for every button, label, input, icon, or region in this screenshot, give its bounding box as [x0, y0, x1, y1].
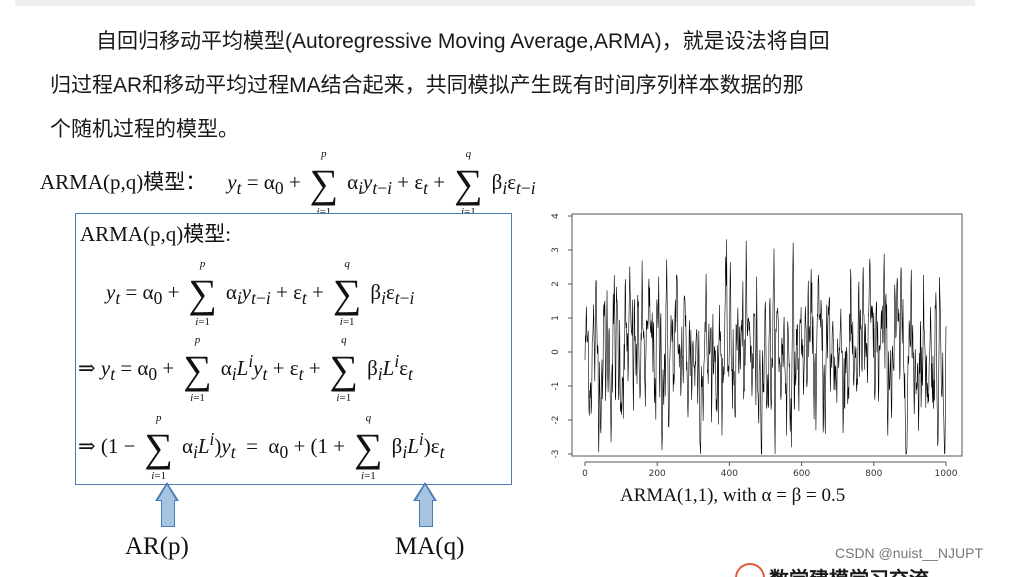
y-tick-label: 1 [551, 315, 561, 321]
paragraph-line-1: 自回归移动平均模型(Autoregressive Moving Average,… [96, 30, 830, 53]
paragraph-line-2: 归过程AR和移动平均过程MA结合起来，共同模拟产生既有时间序列样本数据的那 [50, 74, 804, 97]
sum-symbol: q ∑ i=1 [329, 334, 359, 404]
intro-paragraph: 自回归移动平均模型(Autoregressive Moving Average,… [50, 20, 930, 152]
csdn-watermark: CSDN @nuist__NJUPT [835, 545, 984, 561]
sum-symbol: q ∑ i=1 [454, 148, 483, 218]
y-tick-label: -1 [551, 382, 561, 391]
equation-2: ⇒ yt = α0 + p ∑ i=1 αiLiyt + εt + q ∑ i=1 βi… [78, 334, 413, 404]
y-tick-label: 2 [551, 281, 561, 287]
equation-3: ⇒ (1 − p ∑ i=1 αiLi)yt = α0 + (1 + q ∑ i=1 β… [78, 412, 445, 482]
footer-logo: 数学建模学习交流 [735, 563, 965, 577]
y-tick-label: 4 [551, 213, 561, 219]
logo-circle-icon [735, 563, 765, 577]
x-tick-label: 600 [793, 469, 810, 479]
x-tick-label: 800 [865, 469, 882, 479]
arma-formula-main: ARMA(p,q)模型： yt = α0 + p ∑ i=1 αiyt−i + εt… [40, 148, 536, 218]
y-tick-label: -2 [551, 416, 561, 425]
ma-up-arrow [413, 482, 437, 528]
x-tick-label: 200 [649, 469, 666, 479]
box-title: ARMA(p,q)模型: [80, 222, 232, 246]
y-axis: -3 -2 -1 0 1 2 3 4 [551, 213, 572, 459]
ma-label: MA(q) [395, 533, 465, 560]
sum-symbol: p ∑ i=1 [188, 258, 217, 328]
derivation-box: ARMA(p,q)模型: yt = α0 + p ∑ i=1 αiyt−i + εt… [75, 213, 512, 485]
chart-caption: ARMA(1,1), with α = β = 0.5 [620, 485, 846, 506]
sum-symbol: q ∑ i=1 [332, 258, 362, 328]
equation-1: yt = α0 + p ∑ i=1 αiyt−i + εt + q ∑ i=1 βiεt… [106, 258, 415, 328]
paragraph-line-3: 个随机过程的模型。 [50, 118, 239, 141]
footer-text: 数学建模学习交流 [769, 563, 929, 577]
y-tick-label: 3 [551, 247, 561, 253]
x-axis: 0 200 400 600 800 1000 [582, 461, 958, 479]
sum-symbol: p ∑ i=1 [309, 148, 339, 218]
sum-symbol: p ∑ i=1 [183, 334, 212, 404]
plot-frame [571, 213, 963, 457]
x-tick-label: 0 [582, 469, 588, 479]
arma-time-series-chart: -3 -2 -1 0 1 2 3 4 0 200 400 600 800 1000 [551, 213, 963, 479]
x-tick-label: 400 [721, 469, 738, 479]
sum-symbol: q ∑ i=1 [354, 412, 383, 482]
x-tick-label: 1000 [935, 469, 958, 479]
formula-main-label: ARMA(p,q)模型： [40, 169, 207, 194]
series-line [584, 239, 947, 455]
top-bar [15, 0, 975, 6]
y-tick-label: 0 [551, 349, 561, 355]
sum-symbol: p ∑ i=1 [144, 412, 173, 482]
ar-label: AR(p) [125, 533, 189, 560]
y-tick-label: -3 [551, 450, 561, 459]
ar-up-arrow [155, 482, 179, 528]
